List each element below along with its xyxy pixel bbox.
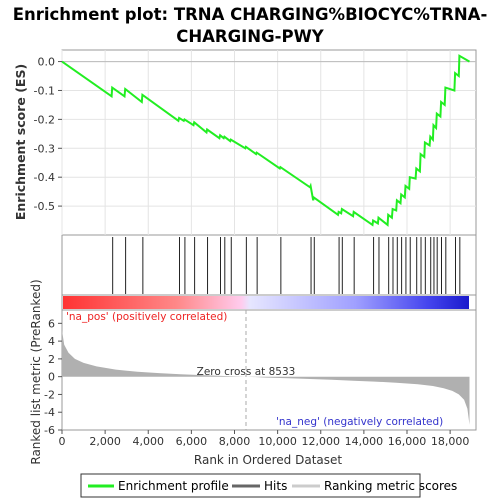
enrichment-profile-line [61,54,470,227]
na-pos-label: 'na_pos' (positively correlated) [66,311,227,323]
rank-panel-frame [61,309,477,431]
es-panel-frame [61,49,477,236]
rank-ytick-label: 6 [48,317,55,330]
zero-cross-label: Zero cross at 8533 [197,366,296,378]
x-tick-label: 12,000 [302,435,341,448]
x-tick-label: 2,000 [89,435,121,448]
x-tick-label: 16,000 [388,435,427,448]
es-ytick-label: -0.3 [34,142,55,155]
chart-title-line-2: CHARGING-PWY [176,27,325,46]
rank-axis-label: Ranked list metric (PreRanked) [29,279,43,464]
x-tick-label: 14,000 [345,435,384,448]
x-tick-label: 8,000 [219,435,251,448]
x-axis-label: Rank in Ordered Dataset [194,453,342,467]
na-neg-label: 'na_neg' (negatively correlated) [276,416,443,428]
ranking-metric-area [62,330,470,425]
rank-ytick-label: -2 [44,388,55,401]
es-ytick-label: -0.1 [34,84,55,97]
x-tick-label: 18,000 [431,435,470,448]
rank-ytick-label: -6 [44,424,55,437]
ranking-gradient-bar [63,296,469,309]
rank-ytick-label: 2 [48,353,55,366]
rank-ytick-label: 4 [48,335,55,348]
es-ytick-label: -0.4 [34,171,55,184]
hits-panel-frame [61,234,477,296]
x-tick-label: 10,000 [258,435,297,448]
es-ytick-label: -0.5 [34,200,55,213]
legend-item-hits: Hits [264,479,287,493]
legend-item-enrichment-profile: Enrichment profile [118,479,229,493]
x-tick-label: 6,000 [176,435,208,448]
chart-title-line-1: Enrichment plot: TRNA CHARGING%BIOCYC%TR… [13,5,488,24]
es-ytick-label: 0.0 [38,56,56,69]
x-tick-label: 0 [59,435,66,448]
es-axis-label: Enrichment score (ES) [13,64,28,220]
legend-item-ranking-metric-scores: Ranking metric scores [324,479,457,493]
rank-ytick-label: -4 [44,406,55,419]
rank-ytick-label: 0 [48,371,55,384]
legend: Enrichment profile Hits Ranking metric s… [80,473,457,498]
x-tick-label: 4,000 [133,435,165,448]
es-ytick-label: -0.2 [34,113,55,126]
